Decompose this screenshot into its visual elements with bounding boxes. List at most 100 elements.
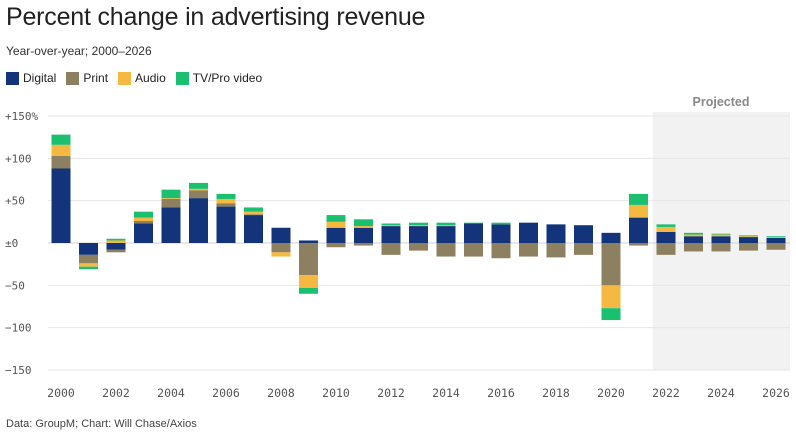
bar-audio-2012 bbox=[381, 225, 401, 227]
bar-print-2024 bbox=[711, 243, 731, 252]
y-tick-label: +150% bbox=[5, 110, 38, 123]
bar-digital-2002 bbox=[106, 243, 126, 250]
bar-digital-2001 bbox=[79, 243, 98, 255]
bar-digital-2026 bbox=[766, 237, 786, 243]
bar-print-2022 bbox=[656, 243, 676, 255]
bar-digital-2012 bbox=[381, 226, 401, 243]
bar-digital-2000 bbox=[51, 168, 71, 243]
bar-audio-2010 bbox=[326, 221, 346, 228]
bar-digital-2004 bbox=[161, 207, 181, 243]
x-tick-label: 2004 bbox=[157, 386, 185, 400]
x-tick-label: 2018 bbox=[542, 386, 570, 400]
x-tick-label: 2024 bbox=[707, 386, 735, 400]
bar-digital-2007 bbox=[244, 215, 263, 243]
bar-print-2013 bbox=[409, 243, 428, 251]
legend-item: Audio bbox=[118, 71, 166, 85]
bar-audio-2005 bbox=[189, 188, 208, 191]
bar-print-2005 bbox=[189, 190, 208, 199]
bar-tv-pro-video-2012 bbox=[381, 223, 401, 226]
bar-digital-2021 bbox=[629, 217, 648, 243]
bar-audio-2011 bbox=[354, 226, 373, 228]
bar-digital-2015 bbox=[464, 223, 483, 243]
bar-tv-pro-video-2006 bbox=[216, 193, 236, 199]
bar-audio-2000 bbox=[51, 144, 71, 156]
bar-tv-pro-video-2007 bbox=[244, 207, 263, 212]
bar-digital-2006 bbox=[216, 206, 236, 243]
bar-audio-2008 bbox=[271, 252, 291, 257]
bar-tv-pro-video-2026 bbox=[766, 236, 786, 238]
legend-label: TV/Pro video bbox=[192, 71, 263, 85]
bar-print-2019 bbox=[574, 243, 593, 255]
x-tick-label: 2020 bbox=[597, 386, 625, 400]
bar-audio-2013 bbox=[409, 225, 428, 227]
bar-tv-pro-video-2003 bbox=[134, 211, 153, 218]
chart-title: Percent change in advertising revenue bbox=[6, 3, 426, 31]
bar-audio-2022 bbox=[656, 226, 676, 232]
bar-tv-pro-video-2001 bbox=[79, 266, 98, 270]
bar-digital-2025 bbox=[739, 237, 758, 243]
bar-print-2021 bbox=[629, 243, 648, 246]
legend-label: Digital bbox=[23, 71, 57, 85]
bar-print-2009 bbox=[299, 243, 318, 276]
legend-swatch bbox=[6, 71, 19, 85]
bar-tv-pro-video-2005 bbox=[189, 182, 208, 189]
legend-item: Print bbox=[66, 71, 108, 85]
bar-audio-2003 bbox=[134, 217, 153, 221]
bar-digital-2014 bbox=[436, 226, 456, 243]
bar-audio-2001 bbox=[79, 263, 98, 267]
bar-tv-pro-video-2010 bbox=[326, 215, 346, 222]
chart-subtitle: Year-over-year; 2000–2026 bbox=[6, 44, 152, 58]
x-tick-label: 2016 bbox=[487, 386, 515, 400]
bar-tv-pro-video-2025 bbox=[739, 235, 758, 237]
bar-digital-2024 bbox=[711, 236, 731, 243]
y-tick-label: ±0 bbox=[5, 237, 18, 250]
bar-print-2014 bbox=[436, 243, 456, 257]
x-tick-label: 2014 bbox=[432, 386, 460, 400]
legend-item: TV/Pro video bbox=[175, 71, 263, 85]
bar-tv-pro-video-2002 bbox=[106, 238, 126, 241]
x-tick-label: 2022 bbox=[652, 386, 680, 400]
y-tick-label: −50 bbox=[5, 279, 25, 292]
bar-tv-pro-video-2024 bbox=[711, 233, 731, 235]
bar-print-2016 bbox=[491, 243, 511, 259]
x-tick-label: 2026 bbox=[762, 386, 790, 400]
bar-digital-2003 bbox=[134, 223, 153, 243]
bar-audio-2007 bbox=[244, 211, 263, 215]
y-tick-label: −150 bbox=[5, 364, 32, 377]
bar-tv-pro-video-2023 bbox=[684, 232, 703, 235]
legend-swatch bbox=[66, 71, 80, 85]
legend-item: Digital bbox=[6, 71, 56, 85]
bar-audio-2021 bbox=[629, 204, 648, 218]
projected-label: Projected bbox=[693, 95, 750, 109]
bar-audio-2002 bbox=[106, 240, 126, 243]
legend-label: Audio bbox=[135, 71, 166, 85]
bar-print-2017 bbox=[519, 243, 538, 257]
bar-print-2020 bbox=[601, 243, 621, 286]
legend-swatch bbox=[118, 71, 132, 85]
bar-audio-2025 bbox=[739, 236, 758, 238]
bar-digital-2020 bbox=[601, 232, 621, 243]
bar-print-2006 bbox=[216, 203, 236, 207]
bar-print-2001 bbox=[79, 254, 98, 264]
bar-digital-2011 bbox=[354, 227, 373, 243]
x-tick-label: 2010 bbox=[322, 386, 350, 400]
bar-print-2026 bbox=[766, 243, 786, 250]
bar-print-2012 bbox=[381, 243, 401, 255]
bar-print-2015 bbox=[464, 243, 483, 257]
bar-print-2025 bbox=[739, 243, 758, 251]
bar-digital-2008 bbox=[271, 227, 291, 243]
bar-digital-2010 bbox=[326, 227, 346, 243]
y-tick-label: −100 bbox=[5, 322, 32, 335]
x-tick-label: 2012 bbox=[377, 386, 405, 400]
chart-source-note: Data: GroupM; Chart: Will Chase/Axios bbox=[6, 418, 197, 430]
bar-print-2023 bbox=[684, 243, 703, 252]
bar-tv-pro-video-2015 bbox=[464, 222, 483, 224]
bar-audio-2014 bbox=[436, 225, 456, 227]
bar-audio-2006 bbox=[216, 198, 236, 204]
bar-tv-pro-video-2021 bbox=[629, 193, 648, 205]
bar-tv-pro-video-2000 bbox=[51, 134, 71, 145]
bar-print-2018 bbox=[546, 243, 566, 258]
bar-digital-2022 bbox=[656, 231, 676, 243]
bar-digital-2009 bbox=[299, 240, 318, 243]
